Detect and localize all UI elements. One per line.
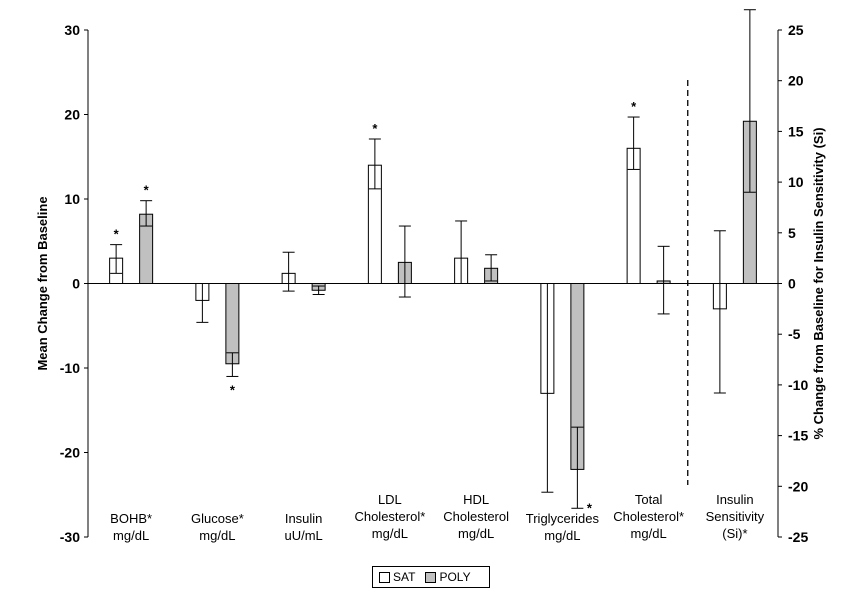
legend-item-poly: POLY: [425, 570, 471, 584]
significance-marker-poly: *: [230, 382, 236, 397]
legend-swatch-sat: [379, 571, 390, 583]
category-label: mg/dL: [631, 526, 667, 541]
y-axis-title-right: % Change from Baseline for Insulin Sensi…: [811, 127, 826, 439]
bar-poly: [225, 283, 240, 365]
significance-marker-sat: *: [631, 99, 637, 114]
category-label: mg/dL: [113, 528, 149, 543]
category-label: Cholesterol*: [354, 509, 425, 524]
significance-marker-poly: *: [144, 183, 150, 198]
y-tick-label-right: 25: [788, 22, 804, 38]
y-tick-label-left: -10: [60, 360, 80, 376]
legend-item-sat: SAT: [379, 570, 415, 584]
y-tick-label-right: -10: [788, 377, 808, 393]
category-label: Cholesterol: [443, 509, 509, 524]
y-tick-label-left: 10: [64, 191, 80, 207]
y-tick-label-right: 0: [788, 276, 796, 292]
y-axis-title-left: Mean Change from Baseline: [35, 196, 50, 370]
y-tick-label-left: -30: [60, 529, 80, 545]
category-label: Insulin: [285, 511, 323, 526]
y-tick-label-right: -15: [788, 428, 808, 444]
category-label: mg/dL: [199, 528, 235, 543]
category-label: Cholesterol*: [613, 509, 684, 524]
y-tick-label-left: 20: [64, 107, 80, 123]
legend: SAT POLY: [372, 566, 490, 588]
y-tick-label-left: -20: [60, 445, 80, 461]
y-tick-label-right: 5: [788, 225, 796, 241]
category-label: Sensitivity: [706, 509, 765, 524]
y-tick-label-left: 30: [64, 22, 80, 38]
legend-label-poly: POLY: [439, 570, 471, 584]
y-tick-label-right: -20: [788, 478, 808, 494]
category-label: LDL: [378, 492, 402, 507]
category-label: Insulin: [716, 492, 754, 507]
significance-marker-poly: *: [747, 0, 753, 7]
category-label: Glucose*: [191, 511, 244, 526]
category-label: BOHB*: [110, 511, 152, 526]
y-tick-label-right: 20: [788, 73, 804, 89]
category-label: mg/dL: [458, 526, 494, 541]
significance-marker-sat: *: [372, 121, 378, 136]
y-tick-label-right: -25: [788, 529, 808, 545]
category-label: (Si)*: [722, 526, 747, 541]
category-label: mg/dL: [544, 528, 580, 543]
y-tick-label-left: 0: [72, 276, 80, 292]
significance-marker-sat: *: [114, 227, 120, 242]
category-label: mg/dL: [372, 526, 408, 541]
legend-label-sat: SAT: [393, 570, 416, 584]
y-tick-label-right: -5: [788, 326, 801, 342]
category-label: uU/mL: [284, 528, 322, 543]
y-tick-label-right: 15: [788, 123, 804, 139]
significance-marker-poly: *: [587, 500, 593, 515]
y-tick-label-right: 10: [788, 174, 804, 190]
category-label: HDL: [463, 492, 489, 507]
legend-swatch-poly: [425, 571, 437, 583]
category-label: Triglycerides: [526, 511, 600, 526]
category-label: Total: [635, 492, 663, 507]
